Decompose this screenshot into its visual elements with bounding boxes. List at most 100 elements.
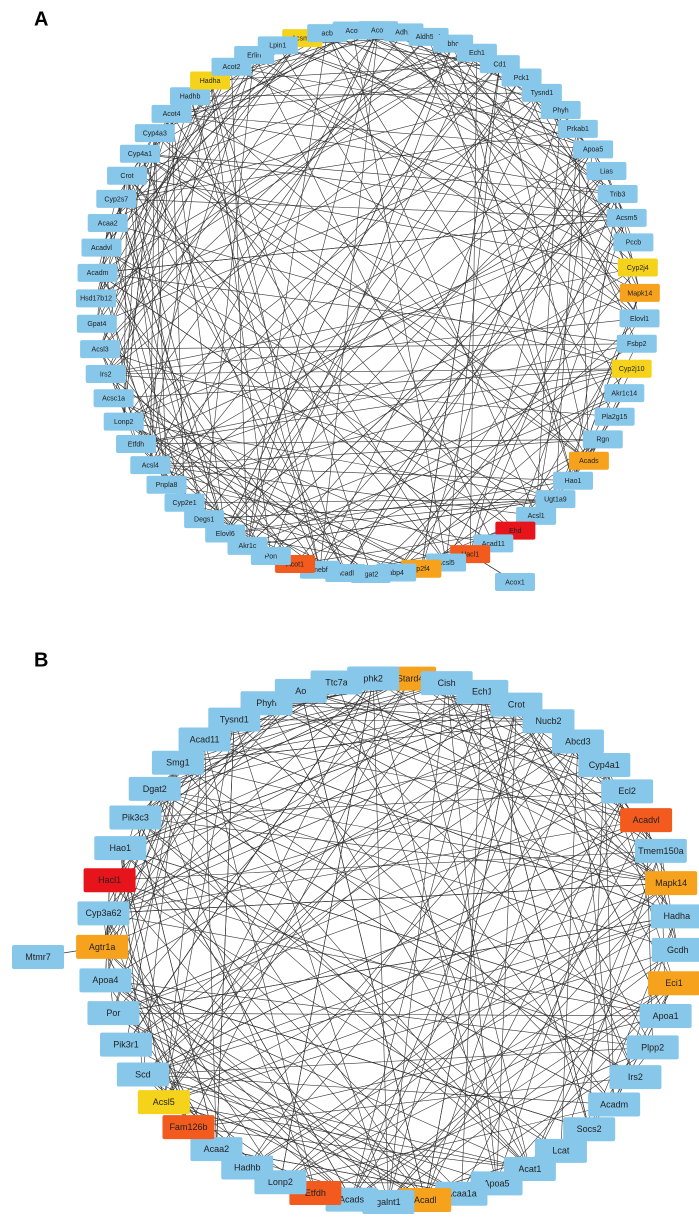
- node-label: Fam126b: [169, 1122, 207, 1132]
- edge: [572, 193, 618, 481]
- edge: [105, 54, 255, 375]
- edge: [188, 1076, 636, 1128]
- node-label: Scd: [135, 1069, 151, 1079]
- node-label: Erlin: [247, 52, 261, 59]
- node-label: acb: [322, 30, 333, 37]
- edge: [101, 247, 556, 500]
- node-box: [553, 471, 594, 490]
- node: Smg1: [151, 750, 204, 775]
- node-label: Stard4: [397, 674, 424, 684]
- edge: [154, 788, 316, 1194]
- edge: [103, 913, 666, 1017]
- node: Acsl5: [137, 1090, 190, 1115]
- edge: [266, 703, 647, 821]
- edge: [154, 788, 426, 1201]
- edge: [105, 63, 500, 375]
- edge: [103, 704, 517, 914]
- node-box: [613, 233, 654, 252]
- edge: [184, 170, 607, 504]
- node-box: [170, 87, 211, 106]
- edge: [177, 762, 672, 884]
- edge: [123, 133, 156, 422]
- node-box: [76, 289, 117, 308]
- node-box: [601, 779, 654, 804]
- node-label: Acaa2: [204, 1144, 230, 1154]
- edge: [203, 54, 255, 520]
- node-box: [99, 1032, 152, 1057]
- edge: [163, 1101, 530, 1170]
- node-label: phk2: [363, 673, 383, 683]
- node: Cyp2s7: [96, 189, 137, 208]
- edge: [109, 850, 661, 881]
- edge: [445, 64, 501, 563]
- node-label: Irs2: [100, 371, 112, 378]
- edge: [126, 175, 346, 574]
- edge: [300, 690, 426, 1201]
- edge: [388, 850, 662, 1203]
- edge: [188, 1015, 666, 1128]
- node-box: [85, 364, 126, 383]
- node-label: Ttc7a: [325, 677, 348, 687]
- node-box: [619, 283, 660, 302]
- edge: [319, 30, 379, 570]
- node: Eci1: [648, 971, 699, 996]
- node: Acsm5: [606, 208, 647, 227]
- edge: [99, 66, 232, 350]
- node: Nucb2: [522, 709, 575, 734]
- edge: [280, 678, 374, 1183]
- node-box: [164, 493, 205, 512]
- edge: [171, 113, 594, 150]
- edge: [247, 764, 605, 1168]
- edge: [231, 66, 640, 294]
- edge: [97, 272, 494, 544]
- edge: [189, 96, 346, 574]
- node-box: [597, 184, 638, 203]
- node: Hao1: [553, 471, 594, 490]
- edge: [225, 480, 574, 534]
- edge: [105, 267, 638, 375]
- edge: [277, 45, 607, 172]
- edge: [177, 704, 517, 764]
- edge: [150, 464, 574, 482]
- edge: [266, 703, 677, 917]
- node-box: [96, 189, 137, 208]
- edge: [446, 682, 636, 1078]
- node: Por: [87, 1001, 140, 1026]
- edge: [139, 153, 321, 570]
- node-box: [522, 709, 575, 734]
- edge: [209, 80, 321, 570]
- node-label: Hsd17b12: [80, 296, 112, 303]
- node-label: Trib3: [610, 191, 626, 198]
- node-box: [516, 506, 557, 525]
- edge: [452, 43, 640, 319]
- edge: [319, 92, 543, 570]
- edge: [142, 704, 517, 1075]
- edge: [177, 762, 636, 1078]
- nodes: Acsm3 acb Acot Acot Adh1 Aldh5a1 bhc Ech1 Cd1 Pck…: [12, 21, 699, 1214]
- node-label: mebf: [312, 567, 328, 574]
- node-box: [594, 407, 635, 426]
- node-label: Acadl: [336, 570, 354, 577]
- node: Irs2: [85, 364, 126, 383]
- edge: [604, 764, 615, 1105]
- node-box: [83, 868, 136, 893]
- node: Hadhb: [221, 1155, 274, 1180]
- edge: [370, 439, 603, 575]
- edge: [315, 1047, 653, 1194]
- edge: [135, 678, 411, 818]
- edge: [139, 153, 632, 370]
- node-label: Acad11: [482, 541, 505, 548]
- edge: [116, 198, 627, 219]
- node-box: [205, 524, 246, 543]
- node: Etfdh: [115, 434, 156, 453]
- edge: [126, 175, 167, 485]
- edge: [113, 916, 677, 1014]
- node: Trib3: [597, 184, 638, 203]
- edge: [103, 720, 549, 914]
- node: Acot4: [151, 104, 192, 123]
- node-label: Cyp4a1: [128, 151, 152, 158]
- node: Mapk14: [645, 871, 698, 896]
- node-box: [80, 340, 121, 359]
- edge: [105, 373, 371, 575]
- node-label: Mapk14: [627, 290, 652, 297]
